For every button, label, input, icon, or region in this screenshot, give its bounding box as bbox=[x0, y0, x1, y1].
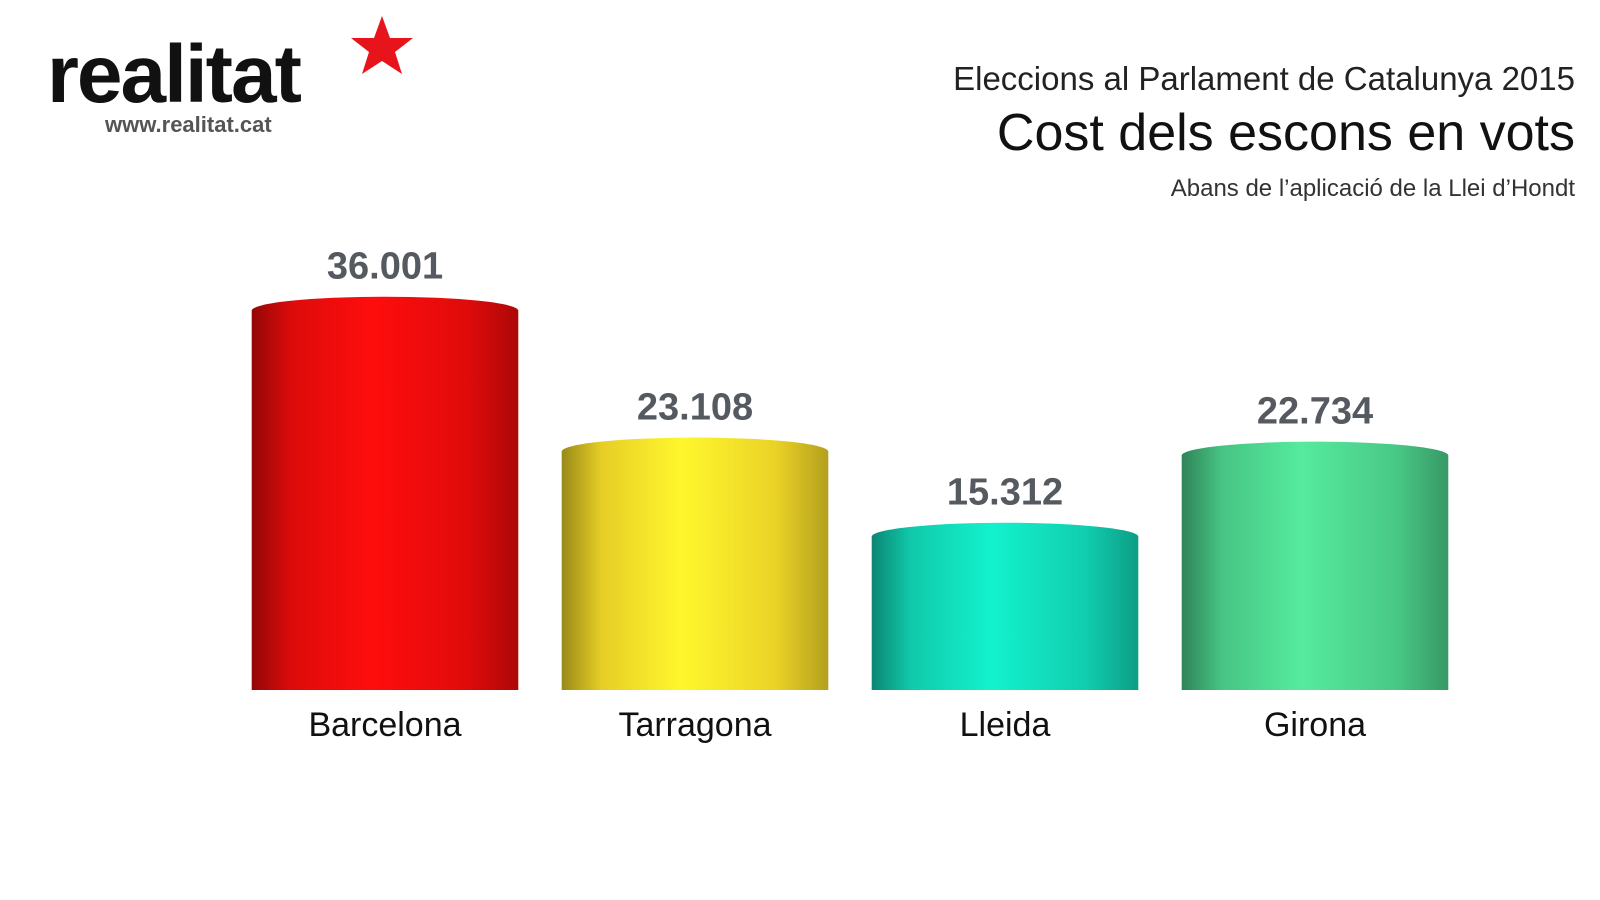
chart-supertitle: Eleccions al Parlament de Catalunya 2015 bbox=[953, 60, 1575, 97]
value-label: 23.108 bbox=[637, 387, 753, 429]
bar bbox=[1181, 441, 1449, 690]
logo-name: realitat bbox=[47, 29, 302, 120]
value-label: 15.312 bbox=[947, 472, 1063, 514]
bar bbox=[251, 296, 519, 690]
x-tick-label: Tarragona bbox=[618, 706, 771, 744]
bar bbox=[561, 437, 829, 690]
logo-star bbox=[351, 16, 413, 74]
value-label: 36.001 bbox=[327, 246, 443, 288]
x-tick-label: Girona bbox=[1264, 706, 1366, 744]
x-tick-label: Barcelona bbox=[308, 706, 461, 744]
x-tick-label: Lleida bbox=[960, 706, 1051, 744]
value-label: 22.734 bbox=[1257, 391, 1373, 433]
bar bbox=[871, 522, 1139, 690]
logo-url: www.realitat.cat bbox=[104, 112, 272, 137]
chart-title: Cost dels escons en vots bbox=[997, 104, 1575, 162]
chart-subtitle: Abans de l’aplicació de la Llei d’Hondt bbox=[1171, 175, 1576, 202]
